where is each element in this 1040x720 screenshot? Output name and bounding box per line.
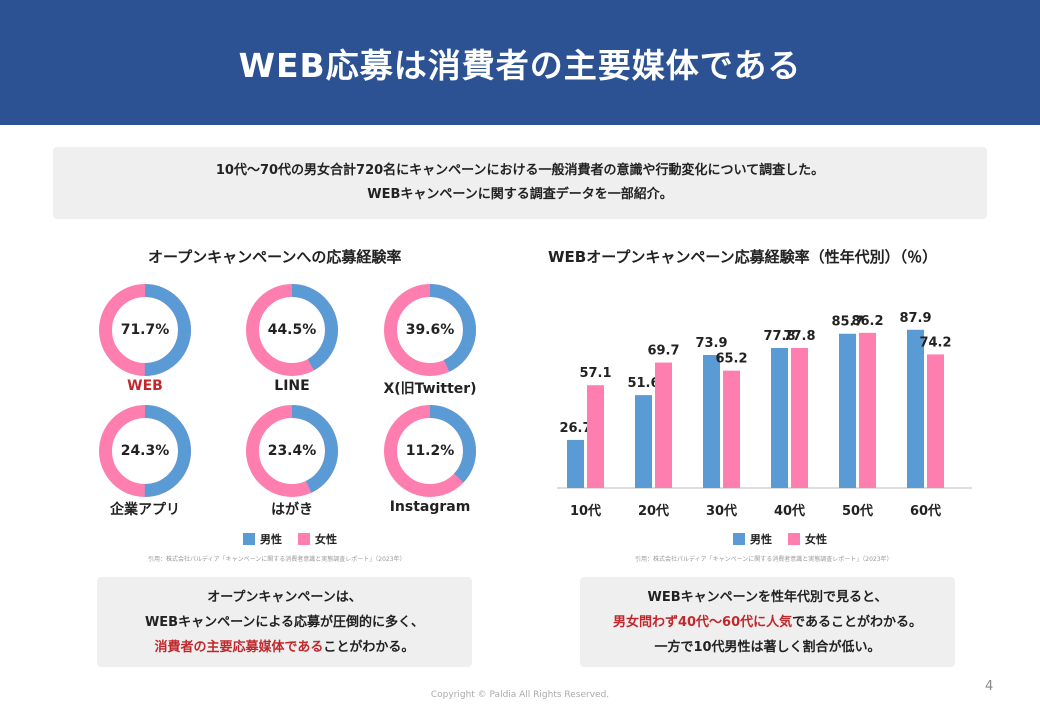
right-legend: 男性 女性 xyxy=(733,531,837,547)
donut-category-label: Instagram xyxy=(389,499,471,515)
legend-female: 女性 xyxy=(788,531,827,547)
bar-female xyxy=(723,370,740,488)
donut-chart xyxy=(384,405,476,497)
donut-male-segment xyxy=(246,405,338,497)
donut-item: 11.2% Instagram xyxy=(355,404,505,534)
donut-item: 24.3% 企業アプリ xyxy=(70,404,220,534)
donut-percent-label: 11.2% xyxy=(405,443,455,459)
right-callout-line-1: WEBキャンペーンを性年代別で見ると、 xyxy=(647,589,888,605)
donut-category-label: WEB xyxy=(127,378,163,394)
donut-chart xyxy=(99,405,191,497)
donut-male-segment xyxy=(384,405,476,497)
legend-male-label: 男性 xyxy=(260,533,282,546)
right-section-title: WEBオープンキャンペーン応募経験率（性年代別）（％） xyxy=(548,248,938,266)
bar-male xyxy=(567,439,584,488)
legend-female-swatch xyxy=(788,533,800,545)
bar-male xyxy=(839,333,856,488)
donut-percent-label: 39.6% xyxy=(405,322,455,338)
left-legend: 男性 女性 xyxy=(243,531,347,547)
left-callout-line-3: 消費者の主要応募媒体であることがわかる。 xyxy=(155,635,415,660)
bar-female xyxy=(859,332,876,488)
right-callout: WEBキャンペーンを性年代別で見ると、 男女問わず40代〜60代に人気であること… xyxy=(580,577,955,667)
left-callout-line-3-rest: ことがわかる。 xyxy=(323,639,415,655)
donut-chart xyxy=(384,284,476,376)
legend-male-swatch xyxy=(733,533,745,545)
bar-male xyxy=(771,347,788,488)
legend-male: 男性 xyxy=(733,531,772,547)
donut-chart xyxy=(246,284,338,376)
bar-female xyxy=(791,347,808,488)
bar-value-label: 85.7 xyxy=(831,315,863,330)
x-tick-label: 30代 xyxy=(706,503,737,519)
page-title: WEB応募は消費者の主要媒体である xyxy=(238,45,802,85)
donut-percent-label: 23.4% xyxy=(267,443,317,459)
left-section-title: オープンキャンペーンへの応募経験率 xyxy=(148,248,402,266)
bar-value-label: 26.7 xyxy=(559,421,591,436)
bar-value-label: 57.1 xyxy=(579,366,611,381)
bar-value-label: 69.7 xyxy=(647,344,679,359)
bar-female xyxy=(587,385,604,488)
donut-item: 71.7% WEB xyxy=(70,283,220,413)
right-callout-line-2: 男女問わず40代〜60代に人気であることがわかる。 xyxy=(613,610,922,635)
right-callout-highlight: 男女問わず40代〜60代に人気 xyxy=(612,614,793,630)
donut-percent-label: 71.7% xyxy=(120,322,170,338)
x-tick-label: 40代 xyxy=(774,503,805,519)
left-callout-line-1: オープンキャンペーンは、 xyxy=(207,589,362,605)
x-tick-label: 10代 xyxy=(570,503,601,519)
legend-female-swatch xyxy=(298,533,310,545)
right-callout-line-3: 一方で10代男性は著しく割合が低い。 xyxy=(654,639,881,655)
bar-value-label: 73.9 xyxy=(695,336,727,351)
bar-male xyxy=(635,395,652,488)
donut-category-label: LINE xyxy=(274,378,310,394)
donut-category-label: はがき xyxy=(271,502,313,518)
legend-female: 女性 xyxy=(298,531,337,547)
legend-female-label: 女性 xyxy=(315,533,337,546)
donut-category-label: 企業アプリ xyxy=(110,502,180,518)
x-tick-label: 20代 xyxy=(638,503,669,519)
legend-male-label: 男性 xyxy=(750,533,772,546)
header-banner: WEB応募は消費者の主要媒体である xyxy=(0,0,1040,125)
right-citation: 引用：株式会社パルディア「キャンペーンに関する消費者意識と実態調査レポート」（2… xyxy=(635,556,893,563)
bar-female xyxy=(927,354,944,488)
left-citation: 引用：株式会社パルディア「キャンペーンに関する消費者意識と実態調査レポート」（2… xyxy=(148,556,406,563)
donut-item: 39.6% X(旧Twitter) xyxy=(355,283,505,413)
donut-item: 44.5% LINE xyxy=(217,283,367,413)
donut-male-segment xyxy=(384,284,476,376)
bar-value-label: 86.2 xyxy=(851,314,883,329)
page-number: 4 xyxy=(985,679,994,694)
copyright: Copyright © Paldia All Rights Reserved. xyxy=(430,690,610,700)
intro-line-2: WEBキャンペーンに関する調査データを一部紹介。 xyxy=(367,187,673,202)
legend-female-label: 女性 xyxy=(805,533,827,546)
bar-female xyxy=(655,362,672,488)
bar-value-label: 51.6 xyxy=(627,376,659,391)
donut-percent-label: 44.5% xyxy=(267,322,317,338)
bar-value-label: 77.8 xyxy=(763,329,795,344)
donut-chart xyxy=(99,284,191,376)
bar-value-label: 87.9 xyxy=(899,311,931,326)
bar-chart: 26.7 57.1 10代 51.6 69.7 20代 73.965.2 30代 77.877.… xyxy=(557,311,972,519)
bar-value-label: 77.8 xyxy=(783,329,815,344)
left-callout-line-2: WEBキャンペーンによる応募が圧倒的に多く、 xyxy=(144,614,425,630)
donut-male-segment xyxy=(246,284,338,376)
intro-line-1: 10代〜70代の男女合計720名にキャンペーンにおける一般消費者の意識や行動変化… xyxy=(215,163,825,178)
donut-chart xyxy=(246,405,338,497)
intro-box: 10代〜70代の男女合計720名にキャンペーンにおける一般消費者の意識や行動変化… xyxy=(53,147,987,219)
legend-male: 男性 xyxy=(243,531,282,547)
legend-male-swatch xyxy=(243,533,255,545)
bar-male xyxy=(703,354,720,488)
donut-item: 23.4% はがき xyxy=(217,404,367,534)
bar-value-label: 74.2 xyxy=(919,335,951,350)
x-tick-label: 60代 xyxy=(910,503,941,519)
donut-male-segment xyxy=(99,284,191,376)
bar-male xyxy=(907,329,924,488)
donut-category-label: X(旧Twitter) xyxy=(383,381,477,397)
left-callout: オープンキャンペーンは、 WEBキャンペーンによる応募が圧倒的に多く、 消費者の… xyxy=(97,577,472,667)
bar-value-label: 65.2 xyxy=(715,352,747,367)
x-tick-label: 50代 xyxy=(842,503,873,519)
right-callout-line-2-rest: であることがわかる。 xyxy=(792,614,923,630)
left-callout-highlight: 消費者の主要応募媒体である xyxy=(154,639,324,655)
donut-male-segment xyxy=(99,405,191,497)
donut-percent-label: 24.3% xyxy=(120,443,170,459)
